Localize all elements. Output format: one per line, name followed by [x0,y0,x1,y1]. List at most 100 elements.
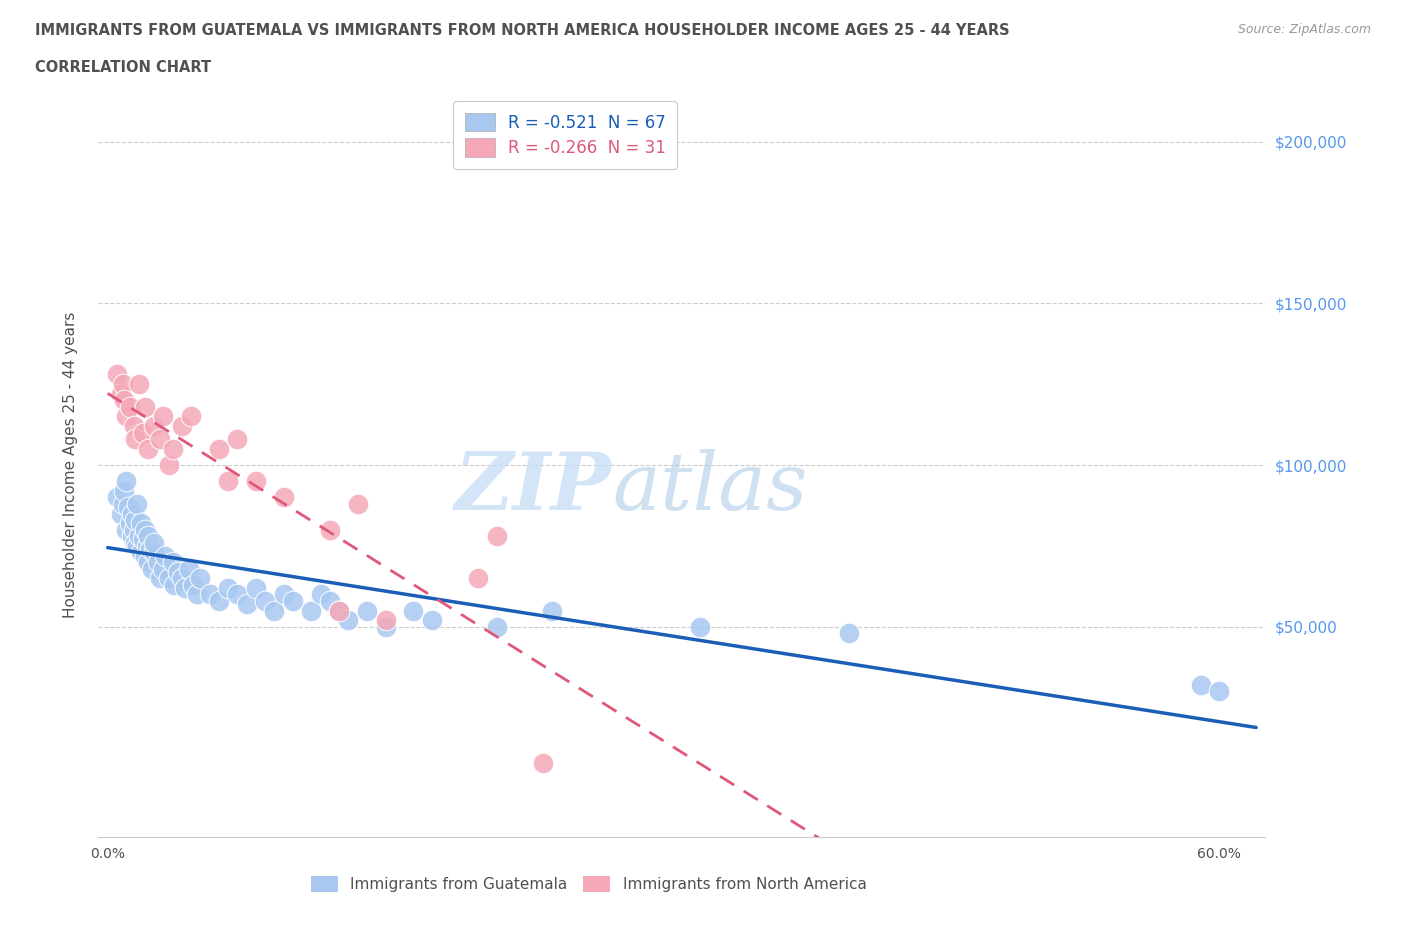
Point [208,442,231,457]
Point [188,571,211,586]
Point [105,490,128,505]
Text: IMMIGRANTS FROM GUATEMALA VS IMMIGRANTS FROM NORTH AMERICA HOUSEHOLDER INCOME AG: IMMIGRANTS FROM GUATEMALA VS IMMIGRANTS … [35,23,1010,38]
Text: Source: ZipAtlas.com: Source: ZipAtlas.com [1237,23,1371,36]
Point [245,580,267,595]
Point [115,409,138,424]
Point [128,529,150,544]
Point [402,604,425,618]
Point [531,755,554,770]
Point [115,473,138,488]
Point [127,497,149,512]
Point [134,399,156,414]
Point [134,523,156,538]
Point [208,593,231,608]
Point [132,532,155,547]
Text: CORRELATION CHART: CORRELATION CHART [35,60,211,75]
Point [112,484,135,498]
Point [167,565,190,579]
Point [152,409,174,424]
Point [134,548,156,563]
Point [226,587,249,602]
Point [374,619,396,634]
Point [110,386,132,401]
Point [121,529,143,544]
Point [118,516,141,531]
Text: ZIP: ZIP [456,448,612,526]
Point [148,571,170,586]
Point [118,399,141,414]
Point [124,512,146,527]
Point [281,593,304,608]
Point [111,497,134,512]
Point [179,561,201,576]
Point [129,545,152,560]
Point [180,409,202,424]
Point [170,418,193,433]
Point [138,442,160,457]
Point [162,442,184,457]
Point [838,626,860,641]
Point [485,619,508,634]
Point [124,432,146,446]
Point [689,619,711,634]
Point [129,516,152,531]
Point [117,499,139,514]
Point [138,529,160,544]
Point [135,538,157,553]
Point [141,561,163,576]
Point [181,578,204,592]
Point [301,604,323,618]
Point [217,580,239,595]
Point [139,541,162,556]
Point [132,425,155,440]
Point [541,604,564,618]
Point [273,587,295,602]
Point [127,538,149,553]
Point [157,571,180,586]
Point [217,473,239,488]
Point [174,580,197,595]
Point [309,587,332,602]
Y-axis label: Householder Income Ages 25 - 44 years: Householder Income Ages 25 - 44 years [63,312,77,618]
Point [112,392,135,407]
Point [138,554,160,569]
Point [152,561,174,576]
Point [420,613,443,628]
Point [263,604,285,618]
Point [328,604,350,618]
Point [254,593,277,608]
Text: atlas: atlas [612,448,807,526]
Point [1189,678,1212,693]
Point [122,418,145,433]
Point [337,613,360,628]
Point [485,529,508,544]
Point [124,535,146,550]
Point [319,593,342,608]
Point [374,613,396,628]
Legend: Immigrants from Guatemala, Immigrants from North America: Immigrants from Guatemala, Immigrants fr… [302,868,875,900]
Point [148,432,170,446]
Point [110,506,132,521]
Point [346,497,368,512]
Point [356,604,378,618]
Point [1208,684,1230,698]
Point [157,458,180,472]
Point [128,377,150,392]
Point [122,523,145,538]
Point [198,587,221,602]
Point [162,554,184,569]
Point [328,604,350,618]
Point [111,377,134,392]
Point [170,571,193,586]
Point [319,523,342,538]
Point [186,587,208,602]
Point [105,367,128,382]
Point [467,571,489,586]
Point [163,578,186,592]
Point [273,490,295,505]
Point [115,523,138,538]
Point [143,535,166,550]
Point [146,554,169,569]
Point [235,597,257,612]
Point [143,418,166,433]
